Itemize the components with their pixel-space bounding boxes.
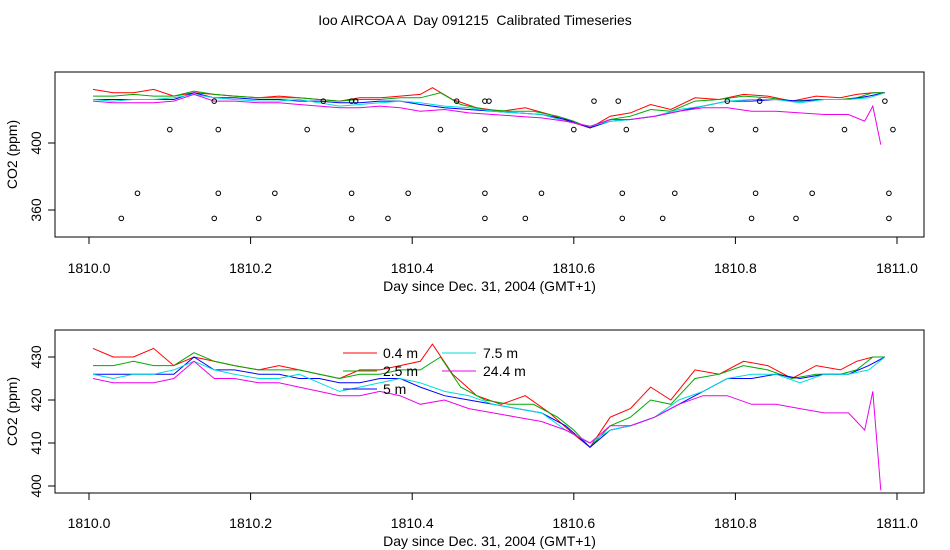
reference-marker <box>134 190 141 197</box>
page-title: Ioo AIRCOA A Day 091215 Calibrated Times… <box>318 12 632 28</box>
x-tick-label: 1810.0 <box>68 515 111 531</box>
chart-panel-2: 1810.0 1810.2 1810.4 1810.6 1810.8 1811.0 400 4… <box>4 329 925 549</box>
reference-marker <box>405 190 411 197</box>
reference-marker <box>659 215 666 222</box>
reference-marker <box>215 190 222 197</box>
reference-marker <box>348 215 355 222</box>
data-layer <box>92 343 886 491</box>
reference-marker <box>385 215 391 222</box>
reference-marker <box>793 215 799 222</box>
reference-marker <box>482 98 488 104</box>
plot-frame <box>54 71 925 238</box>
chart-panel-1: 1810.0 1810.2 1810.4 1810.6 1810.8 1811.0 360 4… <box>4 71 925 294</box>
reference-marker <box>752 126 759 133</box>
x-tick-label: 1810.8 <box>714 515 757 531</box>
reference-marker <box>591 98 597 104</box>
series-line-24-4-m <box>92 93 882 145</box>
reference-marker <box>348 98 355 104</box>
reference-marker <box>348 126 355 133</box>
reference-marker <box>304 126 310 133</box>
series-line-24-4-m <box>92 360 882 491</box>
reference-marker <box>538 190 545 197</box>
y-axis-title: CO2 (ppm) <box>4 120 20 189</box>
reference-marker <box>890 126 896 133</box>
x-tick-label: 1811.0 <box>876 515 918 531</box>
reference-marker <box>453 98 460 104</box>
y-tick-label: 410 <box>28 431 44 455</box>
reference-marker <box>437 126 444 133</box>
reference-marker <box>619 215 626 222</box>
legend-label: 2.5 m <box>383 363 418 379</box>
legend-label: 7.5 m <box>483 345 518 361</box>
series-line-7-5-m <box>92 92 886 127</box>
x-tick-label: 1810.2 <box>229 260 272 276</box>
reference-marker <box>886 190 892 197</box>
legend-label: 5 m <box>383 381 406 397</box>
x-tick-label: 1810.4 <box>391 515 434 531</box>
series-line-7-5-m <box>92 356 886 444</box>
reference-marker <box>615 98 622 104</box>
reference-marker <box>211 98 218 104</box>
reference-marker <box>272 190 278 197</box>
x-axis-title: Day since Dec. 31, 2004 (GMT+1) <box>383 533 596 549</box>
reference-marker <box>118 215 125 222</box>
y-tick-label: 360 <box>28 198 44 222</box>
legend-label: 24.4 m <box>483 363 526 379</box>
reference-marker <box>623 126 630 133</box>
reference-marker <box>708 126 714 133</box>
reference-marker <box>886 215 892 222</box>
reference-marker <box>255 215 262 222</box>
reference-marker <box>748 215 755 222</box>
x-axis-title: Day since Dec. 31, 2004 (GMT+1) <box>383 278 596 294</box>
reference-marker <box>841 126 848 133</box>
reference-marker <box>352 98 359 104</box>
x-tick-label: 1810.6 <box>552 515 595 531</box>
y-tick-label: 400 <box>28 131 44 155</box>
series-line-2-5-m <box>93 90 885 129</box>
reference-marker <box>215 126 222 133</box>
y-tick-label: 400 <box>28 474 44 498</box>
reference-marker <box>348 190 355 197</box>
reference-marker <box>882 98 888 104</box>
x-tick-label: 1810.2 <box>229 515 272 531</box>
x-tick-label: 1810.8 <box>714 260 757 276</box>
reference-marker <box>809 190 815 197</box>
reference-marker <box>211 215 218 222</box>
reference-marker <box>486 98 492 104</box>
reference-marker <box>724 98 731 104</box>
reference-marker <box>571 126 577 133</box>
reference-marker <box>672 190 678 197</box>
legend-label: 0.4 m <box>383 345 418 361</box>
x-tick-label: 1810.0 <box>68 260 111 276</box>
x-tick-label: 1810.6 <box>552 260 595 276</box>
y-tick-label: 430 <box>28 345 44 369</box>
reference-marker <box>167 126 173 133</box>
reference-marker <box>482 126 488 133</box>
reference-marker <box>522 215 529 222</box>
reference-marker <box>482 215 488 222</box>
x-tick-label: 1811.0 <box>876 260 918 276</box>
reference-marker <box>619 190 626 197</box>
reference-marker <box>752 190 759 197</box>
plot-frame <box>54 329 925 494</box>
legend: 0.4 m 2.5 m 5 m 7.5 m 24.4 m <box>343 345 526 397</box>
reference-marker <box>482 190 488 197</box>
y-axis-title: CO2 (ppm) <box>4 377 20 446</box>
y-tick-label: 420 <box>28 388 44 412</box>
reference-marker <box>320 98 327 104</box>
x-tick-label: 1810.4 <box>391 260 434 276</box>
series-line-2-5-m <box>93 352 885 449</box>
data-layer <box>92 87 896 222</box>
reference-marker <box>756 98 763 104</box>
